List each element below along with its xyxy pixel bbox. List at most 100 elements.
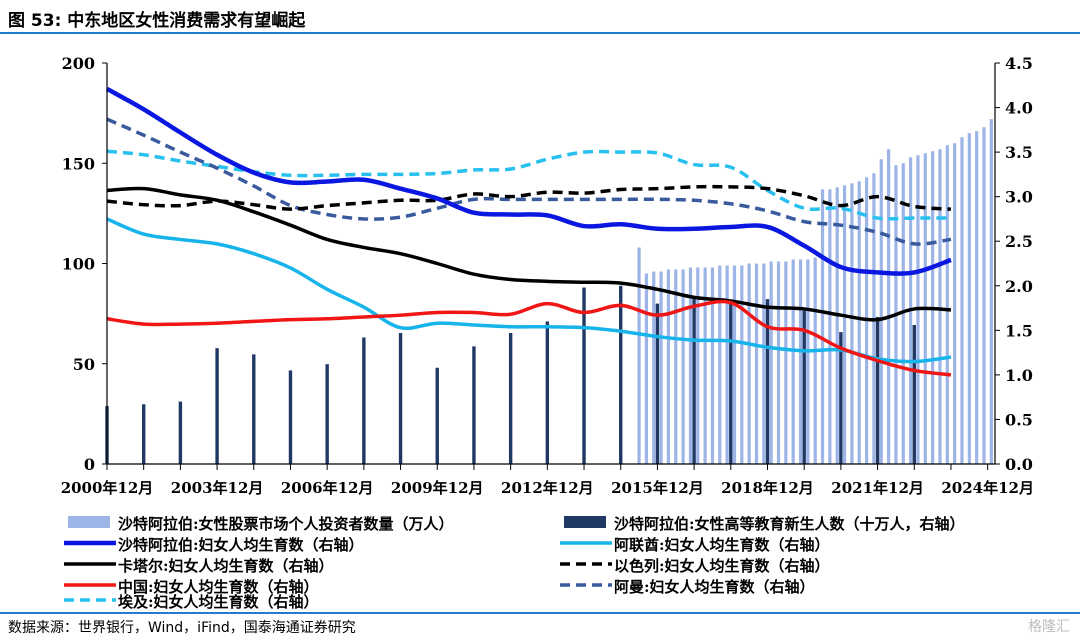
x-tick-label: 2021年12月 [831, 479, 924, 497]
edu-bar [839, 332, 843, 464]
chart-area: 0 50 100 150 200 0.0 0.5 1.0 1.5 2.0 2.5 3.0 3.5 4.0 4… [61, 54, 1034, 611]
legend-label-israel: 以色列:妇女人均生育数（右轴） [614, 557, 830, 575]
right-tick-label: 4.0 [1005, 99, 1033, 118]
investor-bar [725, 265, 729, 464]
legend-label-oman: 阿曼:妇女人均生育数（右轴） [614, 578, 815, 596]
left-tick-label: 150 [62, 154, 95, 173]
page-title: 图 53: 中东地区女性消费需求有望崛起 [8, 11, 306, 31]
investor-bar [967, 133, 971, 465]
legend-label-china: 中国:妇女人均生育数（右轴） [118, 578, 319, 596]
investor-bar [960, 137, 964, 464]
edu-bar [435, 367, 439, 464]
investor-bar [975, 131, 979, 465]
x-tick-label: 2024年12月 [941, 479, 1034, 497]
investor-bar [857, 181, 861, 465]
footer-divider [0, 612, 1080, 614]
investor-bar [850, 183, 854, 465]
edu-bar [288, 370, 293, 464]
investor-bar [710, 267, 715, 464]
investor-bar [879, 159, 883, 465]
investor-bar [754, 263, 759, 464]
legend-swatch-saudi_investors [68, 516, 110, 528]
investor-bar [982, 127, 986, 464]
x-tick-label: 2018年12月 [721, 479, 814, 497]
lines-layer [105, 86, 952, 377]
edu-bar [325, 364, 329, 464]
investor-bar [666, 269, 671, 464]
right-tick-label: 3.0 [1005, 188, 1033, 207]
investor-bar [659, 271, 663, 464]
series-line-uae [106, 217, 952, 364]
investor-bar [828, 189, 832, 464]
investor-bar [740, 265, 744, 464]
investor-bar [953, 143, 957, 464]
right-tick-label: 0.0 [1005, 455, 1033, 474]
right-tick-label: 1.0 [1005, 366, 1033, 385]
right-tick-label: 2.5 [1005, 232, 1033, 251]
edu-bar [619, 285, 623, 464]
series-line-israel [106, 184, 952, 211]
x-tick-label: 2015年12月 [611, 479, 704, 497]
edu-bar [582, 287, 586, 464]
left-tick-label: 0 [84, 455, 95, 474]
edu-bar [802, 310, 806, 464]
edu-bar [692, 299, 696, 464]
edu-bar [508, 333, 513, 464]
right-tick-label: 0.5 [1005, 410, 1033, 429]
edu-bar [472, 346, 476, 464]
axes-layer: 0 50 100 150 200 0.0 0.5 1.0 1.5 2.0 2.5 3.0 3.5 4.0 4… [61, 54, 1034, 497]
investor-bar [762, 263, 766, 464]
source-note: 数据来源：世界银行，Wind，iFind，国泰海通证券研究 [8, 620, 356, 636]
watermark-logo: 格隆汇 [1028, 619, 1070, 635]
series-line-saudi [105, 86, 952, 276]
x-tick-label: 2009年12月 [391, 479, 484, 497]
edu-bar [178, 401, 183, 464]
x-tick-label: 2003年12月 [171, 479, 264, 497]
left-tick-label: 50 [73, 355, 95, 374]
x-tick-label: 2006年12月 [281, 479, 374, 497]
edu-bar [875, 316, 880, 464]
investor-bar [842, 185, 847, 464]
series-line-china [106, 299, 952, 377]
legend-swatch-saudi_edu [564, 516, 606, 528]
series-line-qatar [106, 186, 952, 322]
series-line-oman [106, 117, 952, 246]
investor-bar [688, 267, 693, 464]
edu-bar [362, 337, 366, 464]
investor-bar [681, 269, 685, 464]
investor-bar [718, 265, 722, 464]
investor-bar [791, 259, 795, 464]
investor-bar [652, 271, 656, 464]
edu-bar [729, 303, 733, 464]
investor-bar [696, 267, 700, 464]
investor-bar [747, 263, 751, 464]
right-tick-label: 1.5 [1005, 321, 1033, 340]
legend-label-egypt: 埃及:妇女人均生育数（右轴） [118, 593, 319, 611]
edu-bar [655, 303, 660, 464]
investor-bar [835, 187, 839, 464]
edu-bar [765, 299, 770, 464]
investor-bar [703, 267, 707, 464]
left-tick-label: 100 [62, 255, 95, 274]
edu-bar [545, 321, 550, 464]
investor-bar [644, 273, 649, 464]
edu-bar [215, 348, 219, 464]
investor-bar [820, 189, 825, 464]
investor-bar [798, 259, 803, 464]
right-tick-label: 3.5 [1005, 143, 1033, 162]
x-tick-label: 2012年12月 [501, 479, 594, 497]
investor-bar [945, 145, 949, 464]
edu-bar [252, 354, 256, 464]
edu-bar [398, 333, 403, 464]
left-tick-label: 200 [62, 54, 95, 73]
investor-bar [938, 149, 942, 464]
legend-label-uae: 阿联酋:妇女人均生育数（右轴） [614, 536, 830, 554]
investor-bar [886, 149, 891, 464]
legend: 沙特阿拉伯:女性股票市场个人投资者数量（万人） 沙特阿拉伯:女性高等教育新生人数（… [64, 515, 965, 611]
right-tick-label: 2.0 [1005, 277, 1033, 296]
legend-label-saudi_investors: 沙特阿拉伯:女性股票市场个人投资者数量（万人） [118, 515, 454, 533]
investor-bar [776, 261, 781, 464]
investor-bar [637, 247, 641, 464]
investor-bar [674, 269, 678, 464]
legend-label-saudi: 沙特阿拉伯:妇女人均生育数（右轴） [118, 536, 364, 554]
